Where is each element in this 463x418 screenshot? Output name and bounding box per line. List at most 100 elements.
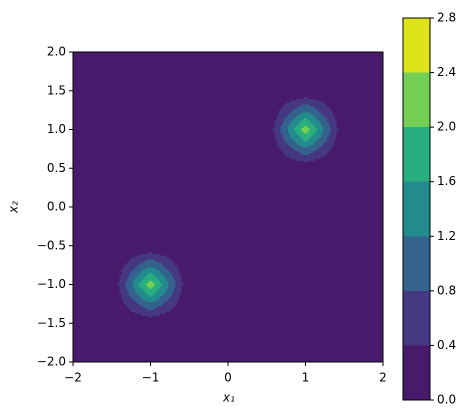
contour-cell bbox=[307, 117, 310, 121]
contour-cell bbox=[291, 125, 295, 128]
contour-cell bbox=[313, 90, 316, 93]
contour-cell bbox=[274, 135, 277, 138]
contour-cell bbox=[278, 154, 281, 157]
contour-cell bbox=[326, 110, 330, 113]
contour-cell bbox=[146, 288, 149, 291]
contour-cell bbox=[140, 288, 144, 291]
contour-cell bbox=[332, 146, 335, 150]
contour-cell bbox=[136, 272, 140, 276]
contour-cell bbox=[154, 317, 157, 320]
contour-cell bbox=[332, 158, 335, 161]
contour-cell bbox=[340, 135, 343, 138]
contour-cell bbox=[295, 158, 299, 161]
contour-cell bbox=[228, 160, 244, 177]
contour-cell bbox=[307, 90, 310, 93]
contour-cell bbox=[121, 307, 124, 310]
contour-cell bbox=[138, 263, 142, 266]
contour-cell bbox=[167, 276, 171, 279]
contour-cell bbox=[121, 290, 124, 293]
contour-cell bbox=[317, 123, 320, 126]
contour-cell bbox=[158, 284, 161, 287]
contour-cell bbox=[144, 243, 147, 247]
contour-cell bbox=[73, 191, 89, 208]
contour-cell bbox=[324, 131, 328, 134]
contour-cell bbox=[348, 131, 351, 134]
contour-cell bbox=[305, 160, 308, 163]
contour-cell bbox=[197, 98, 213, 115]
contour-cell bbox=[293, 123, 297, 126]
contour-cell bbox=[282, 104, 285, 107]
contour-cell bbox=[272, 137, 275, 140]
contour-cell bbox=[266, 133, 269, 136]
contour-cell bbox=[332, 98, 335, 101]
contour-cell bbox=[175, 303, 178, 307]
contour-cell bbox=[319, 104, 322, 107]
contour-cell bbox=[276, 112, 279, 115]
contour-cell bbox=[330, 133, 333, 136]
contour-cell bbox=[142, 241, 145, 245]
contour-cell bbox=[197, 176, 213, 192]
contour-cell bbox=[154, 301, 157, 305]
contour-cell bbox=[125, 311, 128, 314]
contour-cell bbox=[332, 123, 335, 126]
contour-cell bbox=[282, 152, 285, 155]
contour-cell bbox=[109, 282, 113, 285]
contour-cell bbox=[156, 245, 159, 248]
contour-cell bbox=[319, 160, 322, 163]
contour-cell bbox=[177, 282, 180, 285]
contour-cell bbox=[148, 263, 151, 266]
contour-cell bbox=[330, 158, 333, 161]
contour-cell bbox=[334, 100, 337, 103]
contour-cell bbox=[144, 303, 147, 307]
contour-cell bbox=[290, 146, 293, 150]
contour-cell bbox=[119, 253, 122, 256]
contour-cell bbox=[264, 117, 268, 121]
contour-cell bbox=[324, 133, 328, 136]
contour-cell bbox=[164, 282, 167, 285]
contour-cell bbox=[169, 263, 173, 266]
contour-cell bbox=[313, 131, 316, 134]
contour-cell bbox=[286, 100, 289, 103]
contour-cell bbox=[311, 121, 314, 124]
contour-cell bbox=[295, 152, 299, 155]
contour-cell bbox=[107, 290, 111, 293]
contour-cell bbox=[160, 259, 163, 262]
contour-cell bbox=[181, 253, 198, 270]
contour-cell bbox=[307, 84, 310, 88]
contour-cell bbox=[158, 296, 161, 299]
contour-cell bbox=[328, 102, 331, 105]
contour-cell bbox=[299, 152, 302, 155]
contour-cell bbox=[125, 261, 128, 264]
contour-cell bbox=[138, 296, 142, 299]
contour-cell bbox=[140, 276, 144, 279]
contour-cell bbox=[146, 313, 149, 316]
contour-cell bbox=[291, 166, 295, 169]
contour-cell bbox=[321, 269, 337, 285]
contour-cell bbox=[311, 114, 314, 117]
contour-cell bbox=[148, 319, 151, 322]
contour-cell bbox=[317, 119, 320, 123]
contour-cell bbox=[135, 272, 138, 276]
contour-cell bbox=[117, 284, 120, 287]
contour-cell bbox=[301, 102, 304, 105]
contour-cell bbox=[154, 278, 157, 281]
contour-cell bbox=[175, 257, 178, 260]
contour-cell bbox=[119, 298, 122, 301]
colorbar-segment bbox=[403, 127, 430, 182]
contour-cell bbox=[307, 86, 310, 90]
contour-cell bbox=[144, 301, 147, 305]
contour-cell bbox=[121, 294, 124, 297]
contour-cell bbox=[166, 67, 182, 84]
contour-cell bbox=[135, 286, 138, 289]
contour-cell bbox=[127, 300, 130, 303]
contour-cell bbox=[181, 191, 198, 208]
contour-cell bbox=[144, 257, 147, 260]
contour-cell bbox=[125, 265, 128, 268]
contour-cell bbox=[290, 129, 293, 132]
contour-cell bbox=[121, 311, 124, 314]
contour-cell bbox=[127, 280, 130, 283]
contour-cell bbox=[309, 137, 312, 140]
contour-cell bbox=[293, 96, 297, 99]
contour-cell bbox=[243, 346, 260, 363]
contour-cell bbox=[136, 276, 140, 279]
